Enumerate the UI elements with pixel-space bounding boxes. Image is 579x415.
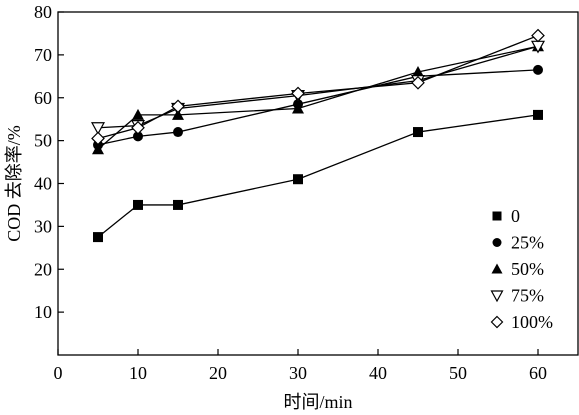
series-2 (92, 40, 544, 155)
x-tick-label: 10 (129, 363, 147, 383)
legend-label: 25% (511, 233, 544, 253)
data-point (93, 232, 103, 243)
data-point (293, 174, 303, 185)
y-axis-label: COD 去除率/% (4, 125, 24, 242)
series-0 (93, 109, 543, 243)
legend-label: 100% (511, 312, 553, 332)
y-tick-label: 50 (34, 131, 52, 151)
legend-marker (491, 263, 503, 274)
x-tick-label: 60 (529, 363, 547, 383)
legend-label: 0 (511, 206, 520, 226)
x-tick-label: 0 (54, 363, 63, 383)
data-point (92, 143, 104, 155)
data-point (173, 127, 183, 138)
y-tick-label: 40 (34, 174, 52, 194)
plot-frame (57, 11, 579, 356)
data-point (173, 199, 183, 210)
data-point (133, 131, 143, 142)
x-tick-label: 40 (369, 363, 387, 383)
data-point (533, 109, 543, 120)
y-tick-label: 10 (34, 302, 52, 322)
x-tick-label: 50 (449, 363, 467, 383)
series-line (97, 34, 539, 140)
series-4 (91, 28, 545, 146)
series-line (97, 114, 539, 238)
data-point (91, 131, 105, 146)
legend-marker (490, 315, 504, 329)
legend-marker (492, 238, 502, 247)
y-tick-label: 60 (34, 88, 52, 108)
plot-area: 0 10 20 30 40 50 60 10 20 30 40 50 60 70 80 (34, 2, 579, 383)
legend-item: 100% (490, 312, 553, 332)
series-line (97, 69, 539, 146)
data-point (291, 86, 305, 101)
legend-item: 50% (491, 259, 544, 279)
x-axis-label: 时间/min (283, 392, 352, 412)
data-point (413, 127, 423, 138)
legend-item: 25% (492, 233, 544, 253)
series-1 (93, 64, 543, 150)
data-point (411, 75, 425, 90)
x-tick-label: 30 (289, 363, 307, 383)
data-point (132, 108, 144, 120)
y-tick-label: 80 (34, 2, 52, 22)
legend-marker (492, 211, 502, 221)
y-tick-label: 20 (34, 259, 52, 279)
legend: 0 25% 50% 75% 100% (490, 206, 553, 332)
data-point (412, 66, 424, 78)
data-point (131, 120, 145, 135)
data-point (90, 122, 106, 136)
data-point (531, 28, 545, 43)
y-tick-label: 70 (34, 45, 52, 65)
data-point (171, 99, 185, 114)
data-point (133, 199, 143, 210)
legend-item: 0 (492, 206, 520, 226)
data-point (533, 64, 543, 75)
legend-item: 75% (490, 286, 544, 306)
legend-label: 50% (511, 259, 544, 279)
legend-label: 75% (511, 286, 544, 306)
series-3 (90, 40, 546, 136)
data-point (292, 102, 304, 114)
y-tick-label: 30 (34, 216, 52, 236)
x-tick-label: 20 (209, 363, 227, 383)
legend-marker (490, 290, 504, 303)
